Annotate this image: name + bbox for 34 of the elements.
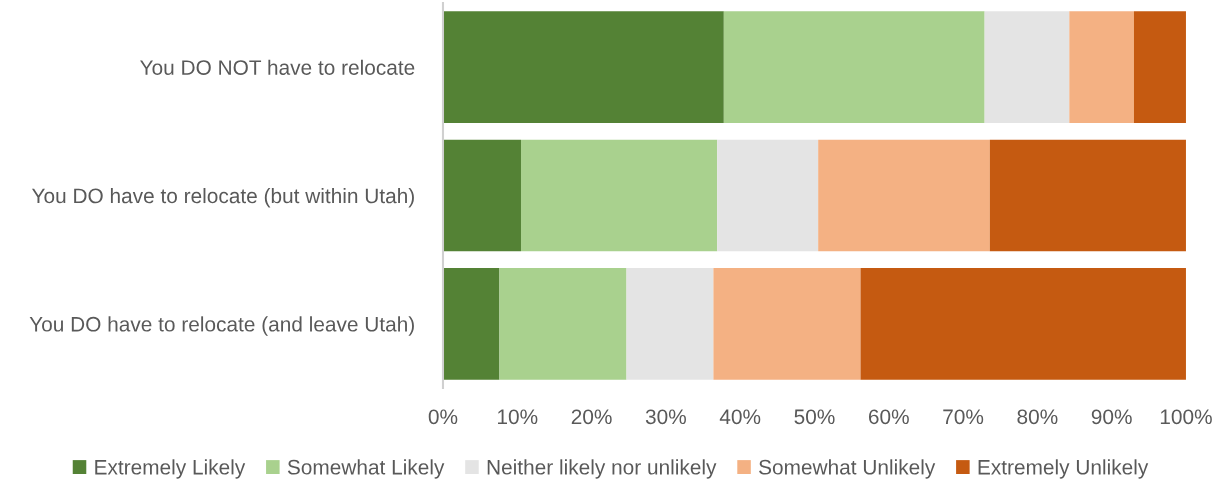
x-tick-label: 20% [571,409,612,425]
bar [442,268,500,380]
x-tick-label: 60% [868,409,909,425]
bar [1133,11,1186,124]
legend-label: Somewhat Likely [287,459,445,479]
x-tick-label: 10% [498,409,538,425]
bar [626,268,714,380]
x-tick-label: 80% [1017,409,1058,425]
bar [713,268,861,380]
legend-label: Somewhat Unlikely [759,459,936,479]
bar [717,139,819,252]
bar [1069,11,1134,124]
y-tick-label: You DO have to relocate (but within Utah) [31,187,414,208]
legend-label: Neither likely nor unlikely [487,459,717,479]
x-tick-label: 30% [645,409,686,425]
bar [723,11,985,124]
x-tick-label: 70% [943,409,984,425]
bar [860,268,1186,380]
bar [442,11,724,124]
y-tick-label: You DO NOT have to relocate [140,59,415,75]
legend-label: Extremely Likely [95,459,246,479]
bar [442,139,521,252]
bar [984,11,1070,124]
x-tick-label: 50% [794,409,835,425]
x-tick-label: 90% [1091,409,1132,425]
x-tick-label: 40% [719,409,761,425]
bar [989,139,1186,252]
bar [818,139,990,252]
x-tick-label: 0% [428,409,458,425]
x-tick-label: 100% [1160,409,1212,425]
legend-label: Extremely Unlikely [978,459,1149,479]
y-tick-label: You DO have to relocate (and leave Utah) [29,316,414,336]
bar [520,139,718,252]
bar [499,268,627,380]
